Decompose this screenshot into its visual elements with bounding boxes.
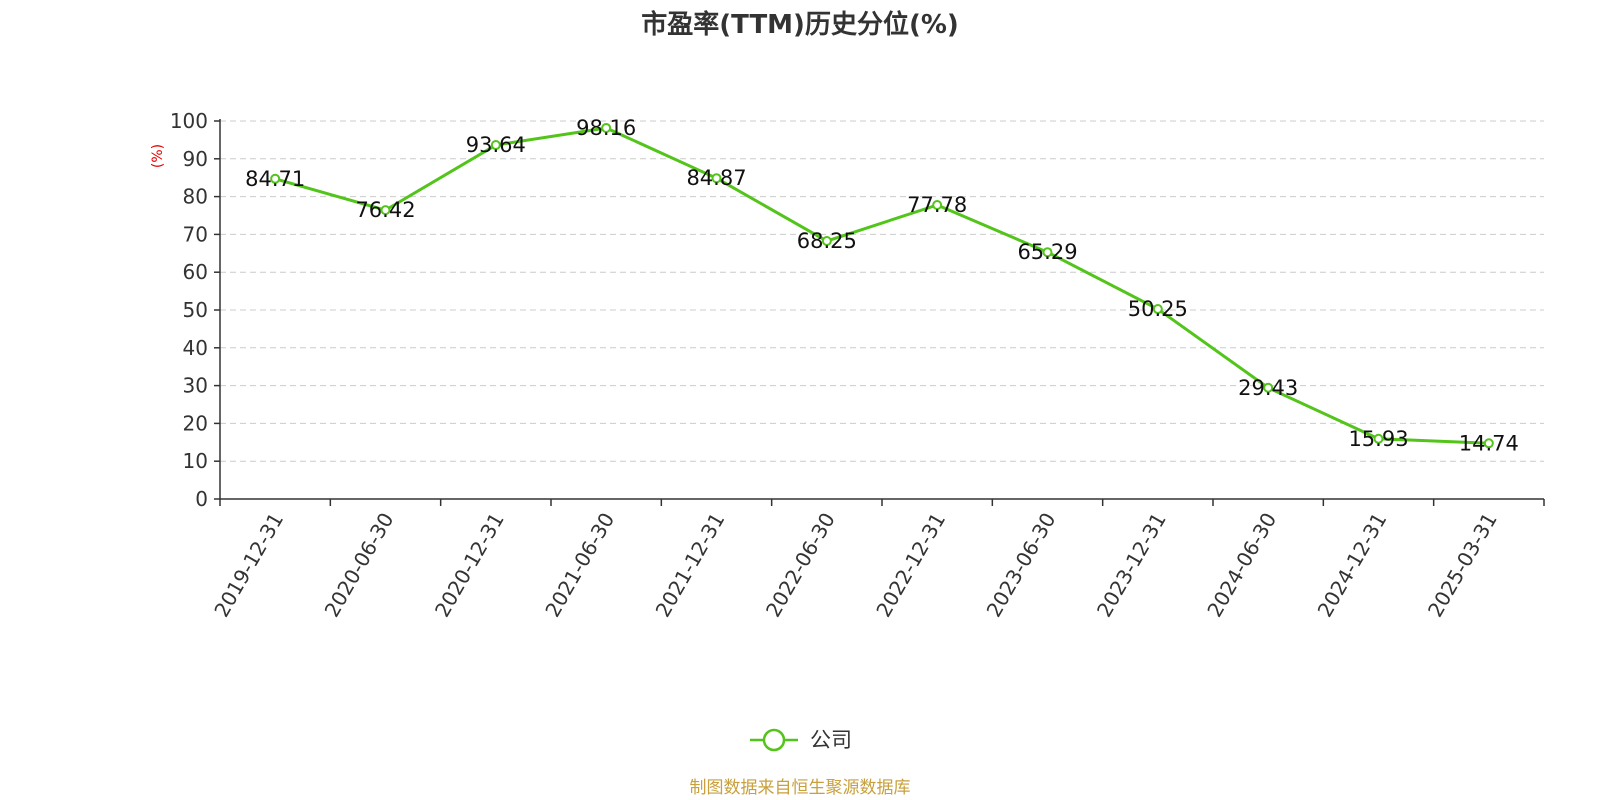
data-point <box>711 173 722 184</box>
y-tick-label: 50 <box>183 298 208 322</box>
x-tick-label: 2022-06-30 <box>761 509 840 622</box>
grid-lines <box>220 120 1544 462</box>
x-tick-label: 2021-06-30 <box>540 509 619 622</box>
y-axis-label: (%) <box>150 144 166 168</box>
data-point <box>601 122 612 133</box>
x-tick-label: 2025-03-31 <box>1423 509 1502 622</box>
x-tick-label: 2023-12-31 <box>1092 509 1171 622</box>
series-line <box>274 126 1489 445</box>
y-tick-label: 30 <box>183 374 208 398</box>
data-point <box>490 140 501 151</box>
data-point <box>1152 304 1163 315</box>
x-tick-label: 2020-12-31 <box>430 509 509 622</box>
data-point <box>1263 382 1274 393</box>
data-label: 77.78 <box>907 193 967 217</box>
data-label: 84.71 <box>245 167 305 191</box>
legend-circle-icon <box>762 728 786 752</box>
legend[interactable]: 公司 <box>750 728 852 752</box>
data-label: 98.16 <box>576 116 636 140</box>
axes <box>214 119 1545 506</box>
y-tick-label: 100 <box>170 109 208 133</box>
y-tick-label: 80 <box>183 185 208 209</box>
y-tick-label: 40 <box>183 336 208 360</box>
data-point <box>1373 433 1384 444</box>
x-tick-label: 2024-06-30 <box>1202 509 1281 622</box>
data-label: 76.42 <box>355 198 415 222</box>
y-tick-label: 10 <box>183 449 208 473</box>
y-tick-label: 20 <box>183 411 208 435</box>
x-tick-label: 2023-06-30 <box>982 509 1061 622</box>
data-labels: 84.71 76.42 93.64 98.16 84.87 68.25 77.78 65.29… <box>245 116 1519 455</box>
y-tick-label: 70 <box>183 222 208 246</box>
data-points <box>270 122 1494 449</box>
x-tick-label: 2022-12-31 <box>871 509 950 622</box>
data-point <box>1483 438 1494 449</box>
data-label: 84.87 <box>686 166 746 190</box>
legend-label: 公司 <box>810 728 852 752</box>
y-tick-label: 90 <box>183 147 208 171</box>
data-label: 29.43 <box>1238 376 1298 400</box>
data-point <box>821 236 832 247</box>
data-label: 65.29 <box>1017 240 1077 264</box>
data-point <box>1042 247 1053 258</box>
data-label: 93.64 <box>466 133 526 157</box>
data-point <box>380 205 391 216</box>
series-line-gongsi <box>274 126 1489 445</box>
y-tick-label: 0 <box>195 487 208 511</box>
data-label: 15.93 <box>1348 427 1408 451</box>
x-tick-label: 2021-12-31 <box>651 509 730 622</box>
x-tick-label: 2024-12-31 <box>1313 509 1392 622</box>
data-label: 50.25 <box>1128 297 1188 321</box>
x-tick-label: 2020-06-30 <box>320 509 399 622</box>
data-label: 14.74 <box>1459 431 1519 455</box>
y-tick-labels: 0 10 20 30 40 50 60 70 80 90 100 <box>170 109 208 511</box>
x-tick-label: 2019-12-31 <box>209 509 288 622</box>
x-tick-labels: 2019-12-31 2020-06-30 2020-12-31 2021-06-30… <box>209 509 1502 622</box>
chart-title: 市盈率(TTM)历史分位(%) <box>641 9 959 40</box>
y-tick-label: 60 <box>183 260 208 284</box>
data-label: 68.25 <box>797 229 857 253</box>
data-point <box>932 199 943 210</box>
data-point <box>270 173 281 184</box>
source-note: 制图数据来自恒生聚源数据库 <box>690 778 911 798</box>
